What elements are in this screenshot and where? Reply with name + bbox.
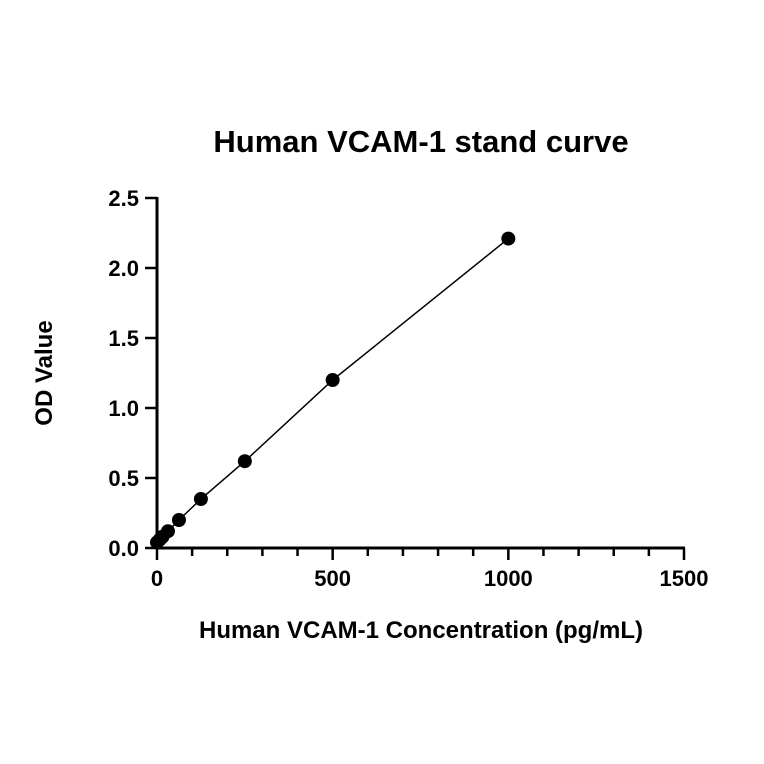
data-point <box>171 513 186 527</box>
y-tick-label: 1.0 <box>108 396 139 421</box>
y-tick-label: 0.5 <box>108 466 139 491</box>
y-tick-label: 2.5 <box>108 186 139 211</box>
y-tick-label: 0.0 <box>108 536 139 561</box>
data-point <box>325 373 340 387</box>
data-point <box>501 231 516 246</box>
x-tick-label: 500 <box>314 566 351 591</box>
x-tick-label: 1500 <box>660 566 709 591</box>
x-tick-label: 0 <box>151 566 163 591</box>
y-tick-label: 2.0 <box>108 256 139 281</box>
data-point <box>193 492 208 506</box>
data-point <box>160 524 175 539</box>
data-point <box>237 454 252 469</box>
x-tick-label: 1000 <box>484 566 533 591</box>
fit-curve <box>156 238 509 543</box>
y-axis-label: OD Value <box>31 320 58 425</box>
y-tick-label: 1.5 <box>108 326 139 351</box>
x-axis-label: Human VCAM-1 Concentration (pg/mL) <box>199 617 643 644</box>
chart-title: Human VCAM-1 stand curve <box>213 124 628 159</box>
